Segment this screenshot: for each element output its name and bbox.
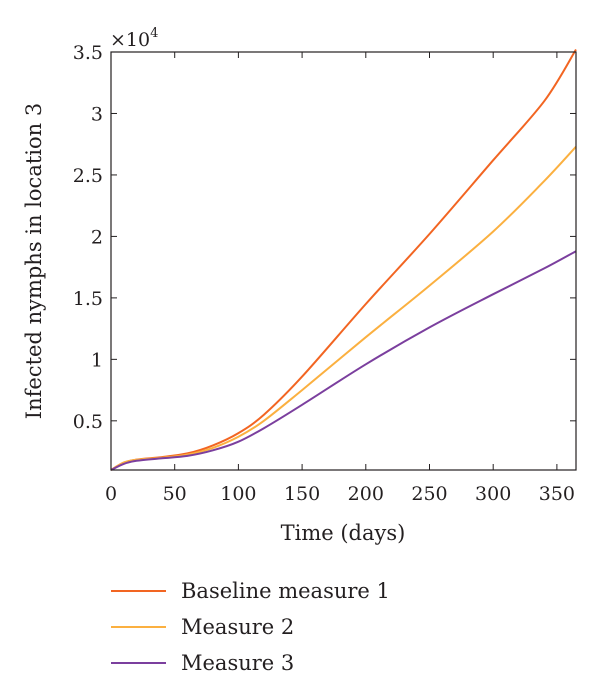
series-lines [110, 48, 577, 471]
y-tick-label: 2 [91, 226, 103, 248]
y-axis-title: Infected nymphs in location 3 [22, 103, 46, 419]
x-tick-label: 50 [163, 483, 187, 505]
y-tick-label: 0.5 [73, 411, 103, 433]
y-tick-label: 1 [91, 349, 103, 371]
y-tick-label: 2.5 [73, 165, 103, 187]
legend-label-baseline-measure-1: Baseline measure 1 [181, 579, 390, 603]
y-multiplier-label: ×104 [110, 26, 158, 51]
legend-label-measure-3: Measure 3 [181, 651, 294, 675]
y-tick-label: 3.5 [73, 42, 103, 64]
series-line-measure-2 [110, 146, 577, 471]
x-tick-label: 0 [105, 483, 117, 505]
y-tick-label: 3 [91, 103, 103, 125]
x-tick-label: 100 [220, 483, 256, 505]
x-tick-label: 200 [348, 483, 384, 505]
series-line-measure-3 [110, 250, 577, 471]
y-multiplier-base: ×10 [110, 29, 150, 51]
x-axis-title: Time (days) [281, 521, 406, 545]
y-tick-label: 1.5 [73, 288, 103, 310]
x-tick-label: 300 [475, 483, 511, 505]
legend-label-measure-2: Measure 2 [181, 615, 294, 639]
x-tick-label: 350 [539, 483, 575, 505]
x-tick-label: 150 [284, 483, 320, 505]
plot-frame [110, 51, 577, 471]
y-multiplier-exponent: 4 [150, 26, 158, 41]
x-tick-label: 250 [411, 483, 447, 505]
y-tick-labels: 0.5 1 1.5 2 2.5 3 3.5 [73, 42, 103, 433]
x-tick-labels: 0 50 100 150 200 250 300 350 [105, 483, 575, 505]
legend: Baseline measure 1 Measure 2 Measure 3 [111, 579, 390, 675]
axis-ticks [110, 51, 576, 470]
series-line-baseline-measure-1 [110, 48, 577, 471]
